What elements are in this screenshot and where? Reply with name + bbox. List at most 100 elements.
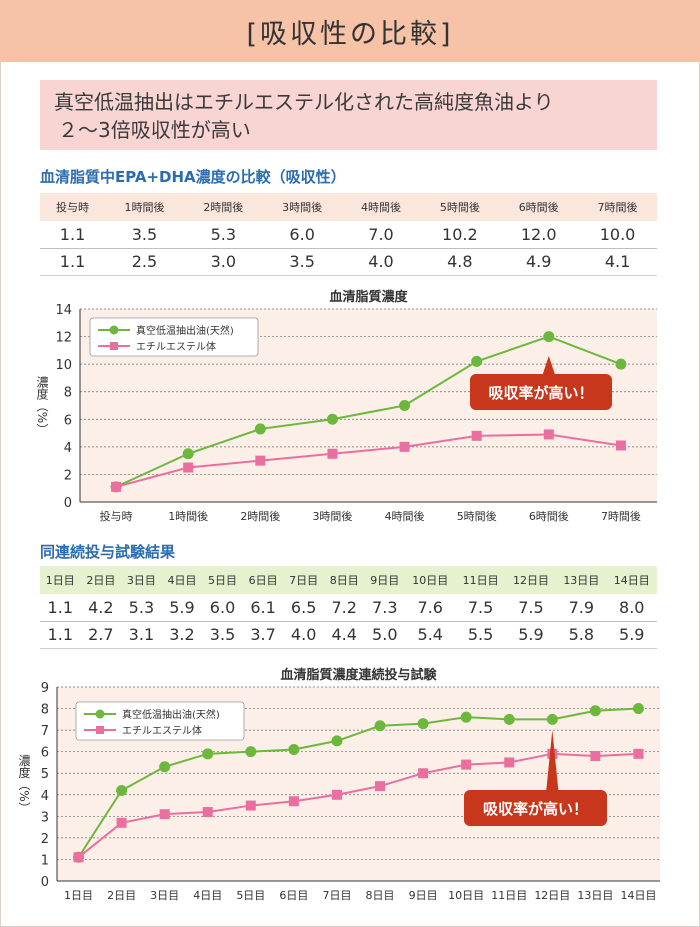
y-tick-label: 4: [64, 441, 72, 456]
table-header-cell: 12日目: [505, 566, 557, 594]
table-cell: 4.8: [420, 248, 500, 276]
callout-stem: [542, 356, 555, 374]
series-2-point: [461, 759, 472, 770]
table-header-cell: 8日目: [323, 566, 365, 594]
y-tick-label: 8: [64, 386, 72, 401]
series-1-point: [503, 713, 515, 725]
callout-text: 吸収率が高い！: [483, 800, 588, 818]
chart-serum-lipid-concentration: 血清脂質濃度 0 2 4 6 8 10 12 14 投与時 1時間後 2時間後 3時間後 4時間後 5時間後…: [35, 289, 657, 523]
series-1-point: [399, 400, 411, 411]
legend-marker-2: [110, 342, 118, 350]
series-2-point: [375, 781, 386, 792]
headline-line-1: 真空低温抽出はエチルエステル化された高純度魚油より: [54, 90, 554, 114]
y-tick-label: 6: [64, 413, 72, 428]
series-2-point: [202, 807, 213, 818]
table-header-cell: 1日目: [40, 566, 81, 594]
x-tick-label: 12日目: [534, 889, 570, 902]
table-header-cell: 1時間後: [105, 193, 184, 221]
series-1-point: [182, 448, 194, 460]
x-tick-label: 3時間後: [312, 509, 352, 523]
x-tick-label: 7時間後: [601, 509, 641, 523]
series-2-point: [331, 789, 342, 800]
table-header-cell: 5日目: [202, 566, 243, 594]
y-tick-label: 3: [41, 810, 49, 825]
table-cell: 6.1: [242, 594, 284, 622]
x-tick-label: 1時間後: [168, 509, 208, 523]
x-tick-label: 3日目: [150, 889, 179, 902]
table-cell: 5.3: [121, 594, 162, 622]
series-1-point: [546, 713, 558, 725]
series-1-point: [288, 744, 300, 756]
series-line-1: [115, 335, 622, 488]
table-cell: 3.5: [262, 248, 342, 276]
table-cell: 8.0: [606, 594, 657, 622]
series-2-point: [504, 757, 515, 768]
table-row: 1.1 2.5 3.0 3.5 4.0 4.8 4.9 4.1: [40, 248, 657, 276]
callout-stem: [546, 730, 559, 790]
series-1-point: [460, 711, 472, 723]
y-axis-label: 濃度（%）: [17, 754, 31, 814]
series-2-point: [159, 809, 170, 820]
callout: 吸収率が高い！: [464, 730, 607, 826]
table-cell: 1.1: [40, 248, 106, 276]
series-1-point: [254, 423, 266, 435]
series-2-point: [255, 455, 266, 466]
series-1-point: [116, 784, 128, 796]
table-header-cell: 投与時: [40, 193, 106, 221]
absorption-table: 投与時 1時間後 2時間後 3時間後 4時間後 5時間後 6時間後 7時間後 1.1 3.5 5.…: [40, 193, 657, 276]
table-cell: 4.4: [323, 621, 365, 649]
series-1-point: [471, 355, 483, 367]
callout-box: [464, 790, 607, 826]
y-tick-label: 7: [41, 724, 49, 739]
series-1-point: [331, 735, 343, 747]
series-2-point: [590, 750, 601, 761]
table-cell: 3.7: [242, 621, 284, 649]
x-tick-label: 5時間後: [457, 509, 497, 523]
y-tick-label: 2: [41, 832, 49, 847]
series-2-point: [73, 852, 84, 863]
table-cell: 12.0: [499, 221, 579, 249]
table-cell: 10.2: [420, 221, 500, 249]
section1-title: 血清脂質中EPA+DHA濃度の比較（吸収性）: [40, 168, 346, 186]
table-header-cell: 9日目: [364, 566, 406, 594]
table-cell: 7.2: [323, 594, 365, 622]
table-header-cell: 6日目: [242, 566, 284, 594]
table-cell: 1.1: [40, 594, 81, 622]
table-cell: 7.5: [505, 594, 557, 622]
series-2-point: [615, 440, 626, 451]
series-2-point: [633, 748, 644, 759]
series-line-1: [77, 707, 639, 858]
legend-marker-1: [109, 325, 119, 335]
continuous-dose-table: 1日目 2日目 3日目 4日目 5日目 6日目 7日目 8日目 9日目 10日目 11日目 12日目 1…: [40, 566, 657, 649]
chart-continuous-dose: 血清脂質濃度連続投与試験 0 1 2 3 4 5 6 7 8 9 1日目 2日目 3日目 4日目 5日目 6日目…: [17, 667, 660, 902]
x-tick-label: 11日目: [491, 889, 527, 902]
y-tick-label: 8: [41, 703, 49, 718]
x-tick-label: 2時間後: [240, 509, 280, 523]
table-cell: 5.9: [505, 621, 557, 649]
series-2-point: [288, 796, 299, 807]
table-header-cell: 2時間後: [183, 193, 263, 221]
legend-box: [75, 701, 245, 741]
table-cell: 5.9: [161, 594, 203, 622]
x-tick-label: 4時間後: [385, 509, 425, 523]
table-cell: 2.5: [105, 248, 184, 276]
y-tick-label: 5: [41, 767, 49, 782]
table-header-cell: 3時間後: [262, 193, 342, 221]
x-tick-label: 投与時: [100, 509, 133, 523]
series-2-point: [399, 441, 410, 452]
table-cell: 6.0: [202, 594, 243, 622]
headline-box: 真空低温抽出はエチルエステル化された高純度魚油より ２〜3倍吸収性が高い: [40, 80, 657, 150]
series-1-point: [326, 413, 338, 425]
callout: 吸収率が高い！: [470, 356, 612, 410]
series-2-point: [471, 430, 482, 441]
legend-label: 真空低温抽出油(天然): [136, 324, 234, 337]
table-header-cell: 11日目: [455, 566, 506, 594]
table-cell: 7.3: [364, 594, 406, 622]
table-cell: 4.0: [283, 621, 324, 649]
legend-marker-1: [95, 709, 105, 719]
y-tick-label: 10: [55, 358, 72, 373]
table-cell: 5.9: [606, 621, 657, 649]
series-2-point: [245, 800, 256, 811]
series-2-point: [183, 462, 194, 473]
y-tick-label: 9: [41, 681, 49, 696]
